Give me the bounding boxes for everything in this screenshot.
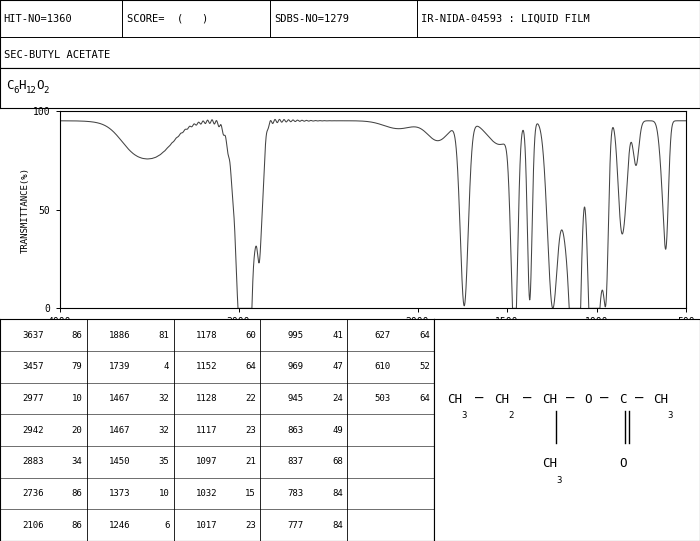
Text: 64: 64	[245, 362, 256, 371]
Text: 21: 21	[245, 457, 256, 466]
Text: 627: 627	[374, 331, 391, 340]
Text: 863: 863	[288, 426, 304, 434]
Text: 2106: 2106	[22, 520, 43, 530]
Text: 1886: 1886	[108, 331, 130, 340]
Text: IR-NIDA-04593 : LIQUID FILM: IR-NIDA-04593 : LIQUID FILM	[421, 14, 590, 24]
Text: 1178: 1178	[195, 331, 217, 340]
Text: 15: 15	[245, 489, 256, 498]
Text: —: —	[566, 392, 574, 406]
Text: 2942: 2942	[22, 426, 43, 434]
Text: 3: 3	[556, 476, 561, 485]
Text: 995: 995	[288, 331, 304, 340]
Text: —: —	[635, 392, 643, 406]
Text: 24: 24	[332, 394, 343, 403]
Text: 1128: 1128	[195, 394, 217, 403]
Text: 35: 35	[158, 457, 169, 466]
Text: 34: 34	[71, 457, 83, 466]
Text: 1450: 1450	[108, 457, 130, 466]
Text: 86: 86	[71, 489, 83, 498]
Text: —: —	[601, 392, 608, 406]
X-axis label: WAVENUMBER(+1): WAVENUMBER(+1)	[332, 333, 414, 343]
Text: 610: 610	[374, 362, 391, 371]
Text: 12: 12	[26, 87, 36, 95]
Text: HIT-NO=1360: HIT-NO=1360	[4, 14, 72, 24]
Text: 86: 86	[71, 331, 83, 340]
Text: —: —	[475, 392, 484, 406]
Text: CH: CH	[494, 393, 509, 406]
Text: 84: 84	[332, 489, 343, 498]
Text: —: —	[523, 392, 531, 406]
Text: SEC-BUTYL ACETATE: SEC-BUTYL ACETATE	[4, 50, 110, 61]
Text: CH: CH	[542, 393, 557, 406]
Text: 783: 783	[288, 489, 304, 498]
Text: 60: 60	[245, 331, 256, 340]
Text: 41: 41	[332, 331, 343, 340]
Text: 79: 79	[71, 362, 83, 371]
Text: 23: 23	[245, 426, 256, 434]
Text: 6: 6	[13, 87, 18, 95]
Text: 64: 64	[419, 394, 430, 403]
Text: 945: 945	[288, 394, 304, 403]
Text: 837: 837	[288, 457, 304, 466]
Text: C: C	[6, 80, 13, 93]
Text: 6: 6	[164, 520, 169, 530]
Text: 2: 2	[508, 411, 514, 420]
Text: 4: 4	[164, 362, 169, 371]
Text: 2883: 2883	[22, 457, 43, 466]
Text: 86: 86	[71, 520, 83, 530]
Text: 22: 22	[245, 394, 256, 403]
Text: 1117: 1117	[195, 426, 217, 434]
Text: 2736: 2736	[22, 489, 43, 498]
Text: 777: 777	[288, 520, 304, 530]
Text: 503: 503	[374, 394, 391, 403]
Text: O: O	[619, 457, 626, 470]
Text: 1467: 1467	[108, 394, 130, 403]
Text: 1152: 1152	[195, 362, 217, 371]
Text: 52: 52	[419, 362, 430, 371]
Text: 32: 32	[158, 394, 169, 403]
Text: 84: 84	[332, 520, 343, 530]
Text: 23: 23	[245, 520, 256, 530]
Text: 3: 3	[668, 411, 673, 420]
Text: SDBS-NO=1279: SDBS-NO=1279	[274, 14, 349, 24]
Text: 969: 969	[288, 362, 304, 371]
Text: 3637: 3637	[22, 331, 43, 340]
Text: 49: 49	[332, 426, 343, 434]
Text: H: H	[18, 80, 25, 93]
Text: O: O	[584, 393, 592, 406]
Text: 3457: 3457	[22, 362, 43, 371]
Text: 1467: 1467	[108, 426, 130, 434]
Text: 2977: 2977	[22, 394, 43, 403]
Text: 1373: 1373	[108, 489, 130, 498]
Text: 1246: 1246	[108, 520, 130, 530]
Text: 2: 2	[43, 87, 48, 95]
Text: CH: CH	[654, 393, 668, 406]
Text: 1739: 1739	[108, 362, 130, 371]
Text: 10: 10	[71, 394, 83, 403]
Text: CH: CH	[542, 457, 557, 470]
Text: SCORE=  (   ): SCORE= ( )	[127, 14, 209, 24]
Text: 10: 10	[158, 489, 169, 498]
Text: 3: 3	[462, 411, 467, 420]
Text: 32: 32	[158, 426, 169, 434]
Text: CH: CH	[447, 393, 462, 406]
Text: 1097: 1097	[195, 457, 217, 466]
Text: 20: 20	[71, 426, 83, 434]
Text: 1032: 1032	[195, 489, 217, 498]
Text: 1017: 1017	[195, 520, 217, 530]
Text: C: C	[619, 393, 626, 406]
Text: 47: 47	[332, 362, 343, 371]
Text: O: O	[36, 80, 43, 93]
Text: 68: 68	[332, 457, 343, 466]
Y-axis label: TRANSMITTANCE(%): TRANSMITTANCE(%)	[21, 167, 30, 253]
Text: 81: 81	[158, 331, 169, 340]
Text: 64: 64	[419, 331, 430, 340]
